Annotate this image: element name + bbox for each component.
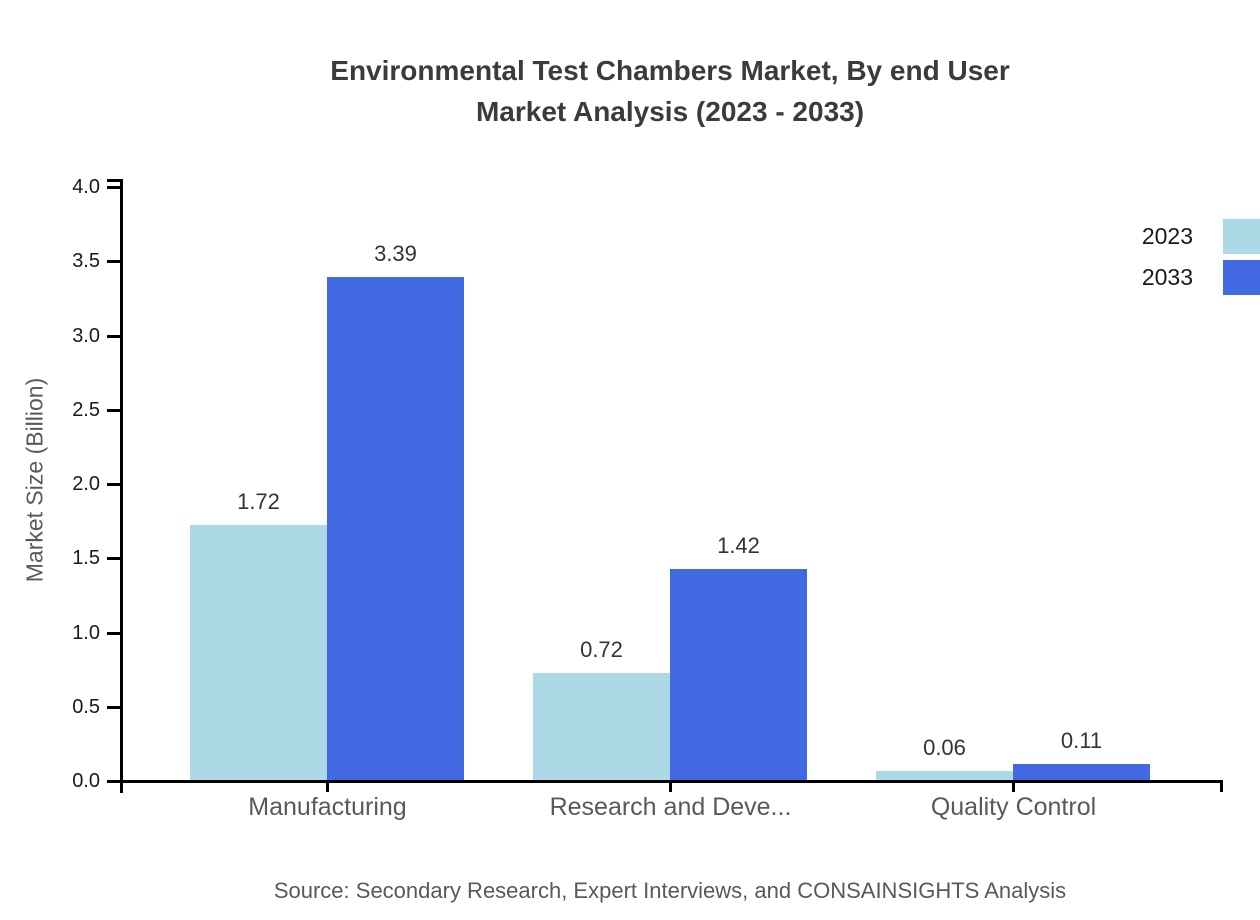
- y-tick-label: 3.0: [72, 324, 100, 347]
- y-tick: [107, 408, 121, 412]
- legend-item-2023: 2023: [1142, 219, 1260, 254]
- y-tick: [107, 780, 121, 783]
- y-tick: [107, 260, 121, 264]
- y-tick-label: 0.0: [72, 770, 100, 792]
- y-axis-top-cap: [107, 179, 121, 182]
- x-axis-line: [107, 780, 1223, 783]
- bar-value-quality-control-2023: 0.06: [923, 735, 966, 761]
- x-tick: [669, 780, 672, 792]
- bar-research-and-deve-2023: [533, 673, 670, 780]
- bar-value-manufacturing-2033: 3.39: [374, 240, 417, 266]
- y-tick: [107, 483, 121, 486]
- legend: 2023 2033: [1142, 219, 1260, 295]
- source-note: Source: Secondary Research, Expert Inter…: [273, 878, 1067, 903]
- y-tick-label: 2.0: [72, 473, 100, 495]
- y-tick: [107, 631, 121, 635]
- category-label-quality-control: Quality Control: [930, 793, 1097, 821]
- bar-manufacturing-2023: [190, 524, 327, 780]
- legend-label-2033: 2033: [1141, 264, 1193, 290]
- y-tick-label: 2.5: [72, 398, 100, 421]
- y-tick-label: 1.5: [72, 547, 100, 570]
- x-tick: [326, 780, 329, 792]
- chart-title-line1: Environmental Test Chambers Market, By e…: [330, 55, 1010, 86]
- y-tick-label: 4.0: [72, 176, 100, 198]
- x-axis-end-cap: [1220, 780, 1223, 792]
- chart-title-line2: Market Analysis (2023 - 2033): [475, 96, 865, 127]
- y-tick: [107, 334, 121, 338]
- bar-value-research-and-deve-2033: 1.42: [717, 533, 760, 559]
- bar-value-quality-control-2033: 0.11: [1060, 727, 1103, 753]
- category-label-research-and-deve: Research and Deve...: [549, 793, 792, 821]
- y-tick-label: 3.5: [72, 250, 100, 273]
- bar-value-manufacturing-2023: 1.72: [237, 488, 280, 514]
- bar-quality-control-2033: [1013, 763, 1150, 780]
- bar-quality-control-2023: [876, 771, 1013, 780]
- category-label-manufacturing: Manufacturing: [248, 793, 407, 821]
- y-axis-line: [120, 179, 123, 793]
- legend-swatch-2023: [1223, 219, 1260, 254]
- legend-swatch-2033: [1223, 260, 1260, 295]
- legend-label-2023: 2023: [1141, 223, 1193, 249]
- y-tick-label: 1.0: [72, 621, 100, 644]
- bar-value-research-and-deve-2023: 0.72: [580, 637, 623, 663]
- y-tick: [107, 705, 121, 709]
- y-tick-label: 0.5: [72, 695, 100, 718]
- y-tick: [107, 557, 121, 561]
- bar-research-and-deve-2033: [670, 569, 807, 780]
- bar-manufacturing-2033: [327, 276, 464, 780]
- x-tick: [1012, 780, 1015, 792]
- y-tick: [107, 186, 121, 189]
- legend-item-2033: 2033: [1142, 260, 1260, 295]
- chart-title: Environmental Test Chambers Market, By e…: [330, 50, 1009, 132]
